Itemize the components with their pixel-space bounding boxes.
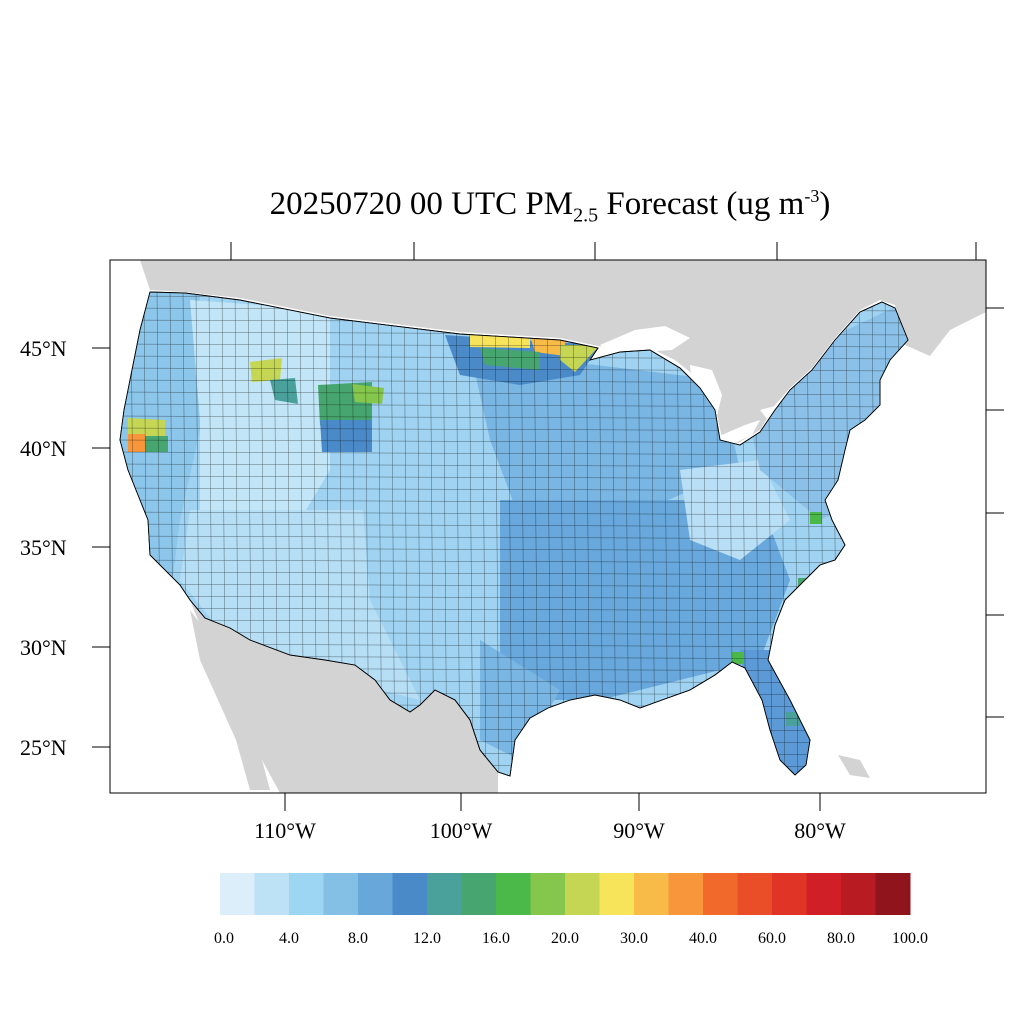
colorbar-swatch <box>254 873 290 915</box>
colorbar-swatch <box>323 873 359 915</box>
region-nd-yellow <box>470 335 530 348</box>
colorbar-swatch <box>461 873 497 915</box>
region-oregon-orange <box>128 434 145 452</box>
region-georgia-green <box>732 652 744 664</box>
lake-huron <box>690 365 722 420</box>
region-florida-green <box>786 712 800 726</box>
region-appalachia <box>680 460 790 560</box>
region-great-basin <box>190 300 330 520</box>
colorbar-swatch <box>806 873 842 915</box>
lake-superior <box>600 326 690 355</box>
colorbar-label: 40.0 <box>689 930 717 947</box>
map-frame <box>109 259 987 794</box>
colorbar-swatch <box>737 873 773 915</box>
mexico-landmass <box>190 600 498 793</box>
colorbar-label: 16.0 <box>482 930 510 947</box>
region-wyoming-blue <box>320 420 372 452</box>
colorbar-swatch <box>220 873 255 915</box>
baja-peninsula <box>190 610 270 790</box>
colorbar-swatch <box>668 873 704 915</box>
region-oregon-green <box>145 436 168 452</box>
colorbar-label: 20.0 <box>551 930 579 947</box>
colorbar-swatch <box>703 873 738 915</box>
colorbar-label: 4.0 <box>279 930 299 947</box>
colorbar-swatch <box>289 873 324 915</box>
lon-label-100w: 100°W <box>430 818 493 843</box>
colorbar-swatch <box>496 873 531 915</box>
region-plains <box>330 340 500 700</box>
colorbar-label: 8.0 <box>348 930 368 947</box>
colorbar-swatch <box>772 873 807 915</box>
region-mn-lime <box>560 345 600 372</box>
colorbar-swatch <box>392 873 428 915</box>
lon-label-90w: 90°W <box>613 818 665 843</box>
colorbar-swatch <box>358 873 393 915</box>
region-texas-coast <box>480 640 560 760</box>
axis-ticks <box>92 242 1004 811</box>
cuba-landmass <box>838 755 870 778</box>
lon-label-80w: 80°W <box>794 818 846 843</box>
colorbar-swatch <box>565 873 600 915</box>
colorbar <box>220 873 911 915</box>
colorbar-swatch <box>875 873 911 915</box>
colorbar-swatch <box>427 873 462 915</box>
colorbar-label: 80.0 <box>827 930 855 947</box>
map-title: 20250720 00 UTC PM2.5 Forecast (ug m-3) <box>269 186 831 227</box>
region-idaho-lime <box>250 358 282 382</box>
colorbar-swatch <box>530 873 566 915</box>
colorbar-label: 0.0 <box>214 930 234 947</box>
colorbar-label: 12.0 <box>413 930 441 947</box>
canada-landmass <box>140 260 986 443</box>
lat-label-35: 35°N <box>20 535 67 560</box>
colorbar-swatch <box>634 873 669 915</box>
colorbar-swatch <box>841 873 876 915</box>
region-montana-green <box>270 378 298 404</box>
lat-label-45: 45°N <box>20 336 67 361</box>
region-virginia-green <box>810 512 822 524</box>
colorbar-label: 60.0 <box>758 930 786 947</box>
region-nd-green <box>480 348 540 370</box>
region-wyoming-lime <box>352 384 384 404</box>
region-southwest <box>180 510 420 700</box>
colorbar-labels: 0.0 4.0 8.0 12.0 16.0 20.0 30.0 40.0 60.0 80.0 100… <box>214 930 928 947</box>
lat-label-25: 25°N <box>20 735 67 760</box>
lon-label-110w: 110°W <box>254 818 316 843</box>
colorbar-label: 100.0 <box>892 930 928 947</box>
colorbar-swatch <box>599 873 635 915</box>
colorbar-label: 30.0 <box>620 930 648 947</box>
lat-label-40: 40°N <box>20 436 67 461</box>
lat-label-30: 30°N <box>20 635 67 660</box>
